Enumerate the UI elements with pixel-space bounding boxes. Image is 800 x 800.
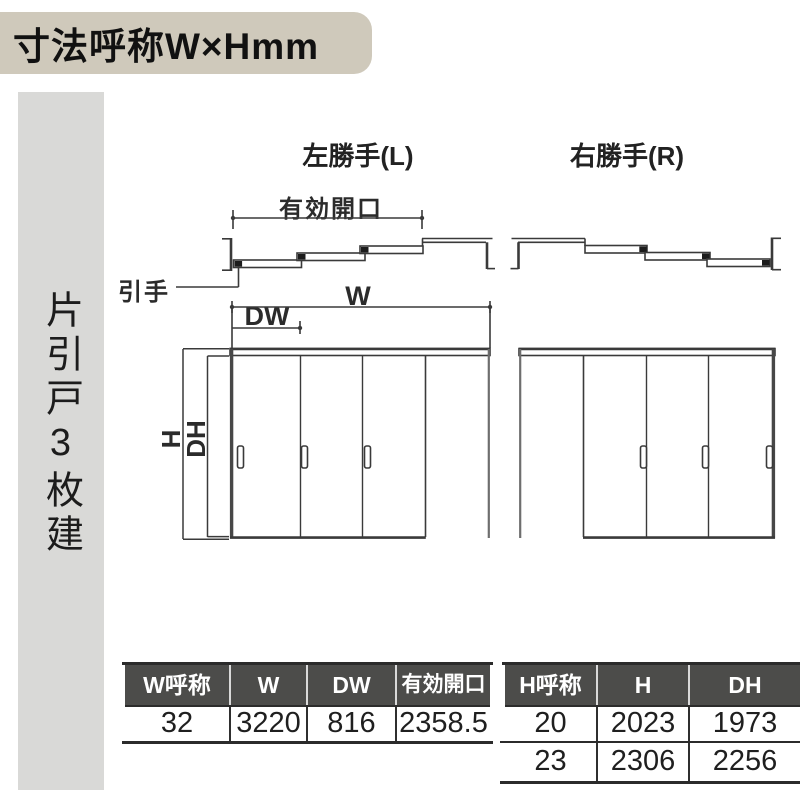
- table-header-row: W呼称 W DW 有効開口: [125, 665, 490, 705]
- table-cell: 2306: [598, 743, 690, 781]
- table-cell: 816: [308, 707, 397, 741]
- door-handle: [639, 445, 648, 469]
- table-cell: 2023: [598, 707, 690, 741]
- elevation-left: [229, 347, 491, 539]
- table-border: [500, 741, 800, 743]
- table-row: 20 2023 1973: [505, 707, 800, 741]
- header-cell: 有効開口: [401, 673, 486, 696]
- table-cell: 23: [505, 743, 598, 781]
- left-hand-title: 左勝手(L): [302, 141, 414, 171]
- table-cell: 1973: [712, 707, 778, 739]
- door-handle: [701, 445, 710, 469]
- product-type-band: 片引戸3枚建: [18, 92, 104, 790]
- table-cell: 20: [505, 707, 598, 741]
- pull-handle-mark: [234, 261, 243, 267]
- table-row: 23 2306 2256: [505, 743, 800, 781]
- door-handle: [236, 445, 245, 469]
- header-cell: W呼称: [125, 665, 231, 705]
- table-border: [125, 705, 490, 707]
- pull-handle-label: 引手: [118, 279, 170, 306]
- header-cell: DH: [728, 672, 762, 698]
- height-dimensions: [182, 348, 229, 540]
- pull-handle-mark: [702, 253, 710, 260]
- table-border: [505, 705, 800, 707]
- table-header-row: H呼称 H DH: [505, 665, 800, 705]
- header-cell: W: [231, 665, 308, 705]
- product-type-label: 片引戸3枚建: [39, 290, 82, 558]
- header-cell: DW: [308, 665, 397, 705]
- w-dimension-label: W: [345, 281, 371, 311]
- elevation-right: [518, 347, 776, 539]
- table-row: 32 3220 816 2358.5: [125, 707, 490, 741]
- pull-handle-mark: [298, 254, 306, 260]
- header-cell: H: [598, 665, 690, 705]
- pull-handle-mark: [361, 247, 369, 253]
- plan-view-left: [176, 210, 495, 288]
- door-handle: [765, 445, 774, 469]
- width-dimensions: [229, 301, 493, 348]
- table-cell: 3220: [231, 707, 308, 741]
- header-cell: H呼称: [505, 665, 598, 705]
- table-cell: 2358.5: [399, 707, 488, 739]
- size-designation-chip: 寸法呼称W×Hmm: [0, 12, 372, 74]
- pull-handle-leader: [176, 266, 240, 288]
- door-handle: [363, 445, 372, 469]
- table-border: [122, 662, 493, 665]
- table-cell: 2256: [712, 745, 778, 777]
- plan-view-right: [510, 237, 781, 271]
- size-designation-label: 寸法呼称W×Hmm: [13, 26, 320, 67]
- table-border: [502, 662, 800, 665]
- pull-handle-mark: [639, 246, 647, 253]
- dw-dimension-label: DW: [244, 301, 290, 331]
- right-hand-title: 右勝手(R): [569, 141, 685, 171]
- pull-handle-mark: [762, 260, 770, 266]
- door-handle: [300, 445, 309, 469]
- table-cell: 32: [125, 707, 231, 741]
- table-border: [122, 741, 493, 744]
- table-border: [500, 781, 800, 784]
